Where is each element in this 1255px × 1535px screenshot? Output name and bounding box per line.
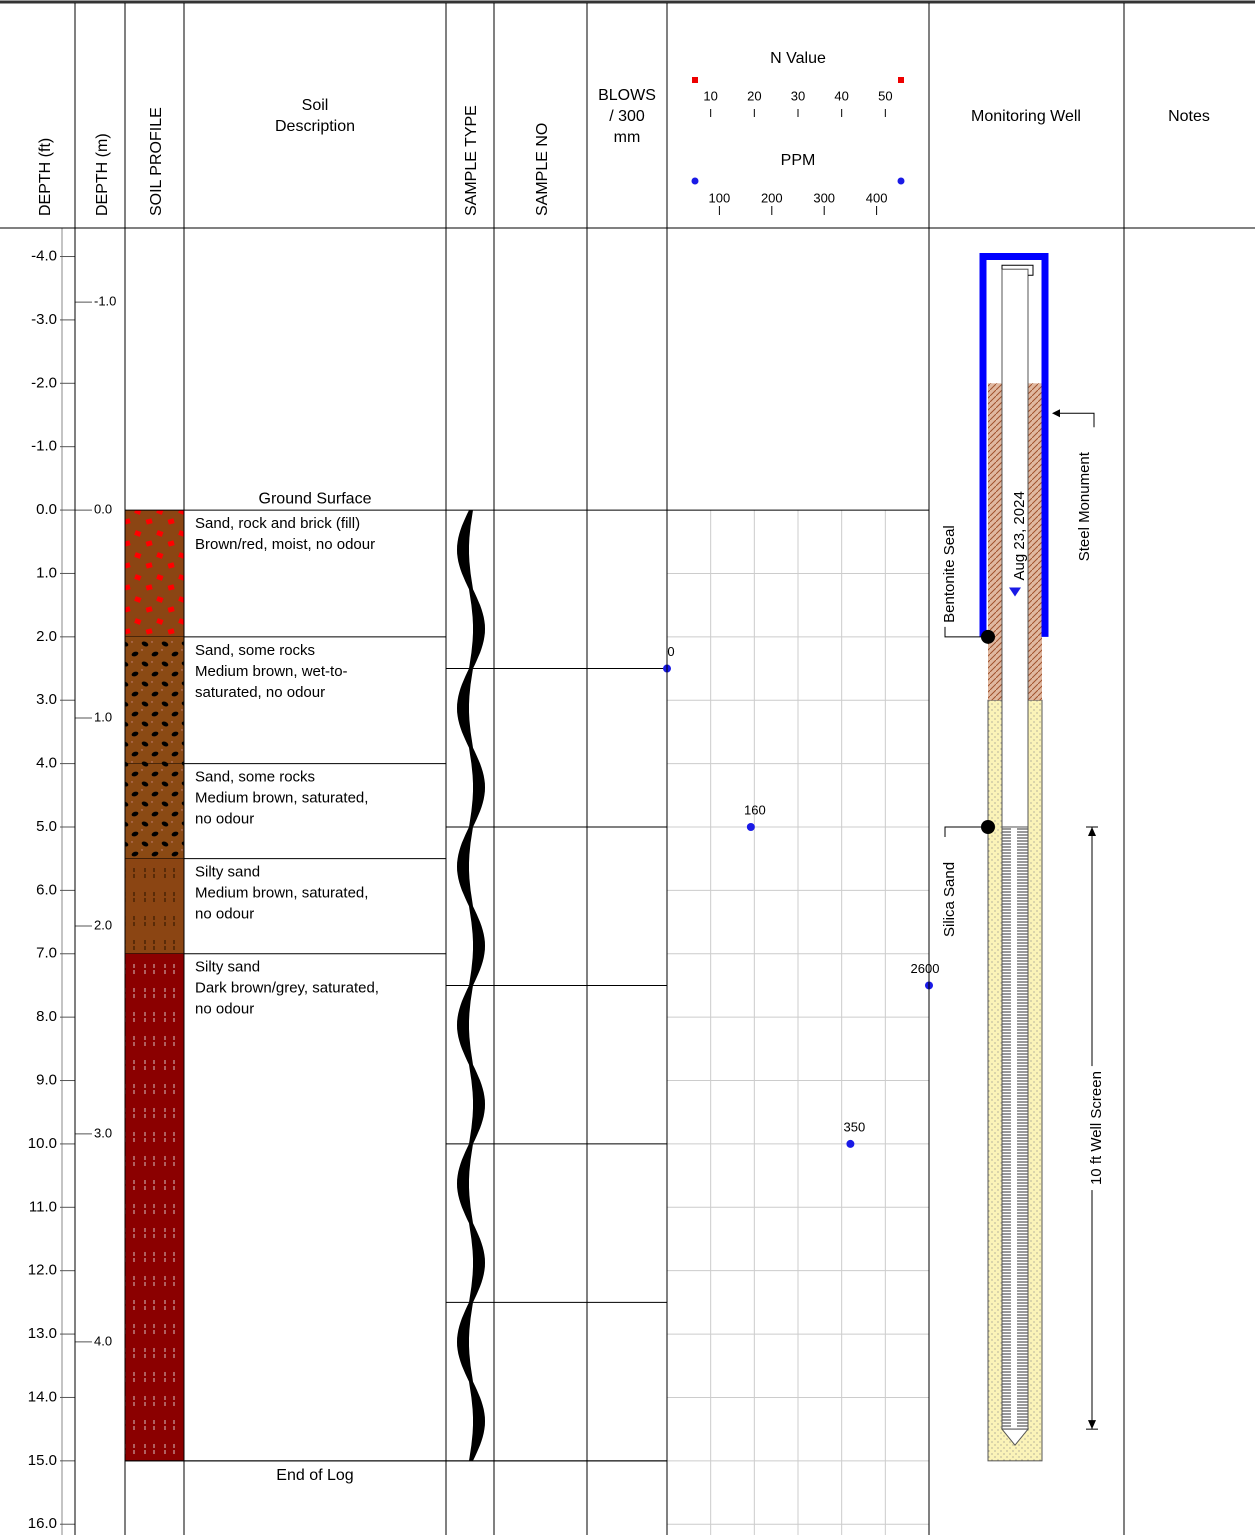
depth-ft-label: -1.0 [31,438,57,455]
ppm-label: 2600 [911,961,940,976]
depth-ft-label: 4.0 [36,755,57,772]
depth-ft-label: 10.0 [28,1135,57,1152]
depth-ft-label: 7.0 [36,945,57,962]
ppm-label: 160 [744,802,766,817]
depth-m-label: -1.0 [94,294,116,309]
depth-ft-label: 9.0 [36,1071,57,1088]
legend-marker [692,77,698,83]
dimension-arrow [1088,827,1096,836]
header: DEPTH (ft) DEPTH (m) SOIL PROFILE Soil D… [37,50,1210,216]
col-header: DEPTH (m) [94,133,111,216]
depth-ft-label: 2.0 [36,628,57,645]
soil-layer [125,764,184,859]
soil-layer [125,637,184,764]
soil-description: Brown/red, moist, no odour [195,536,375,553]
soil-description: no odour [195,906,254,923]
depth-ft-label: 6.0 [36,881,57,898]
soil-description: Dark brown/grey, saturated, [195,980,379,997]
end-of-log-label: End of Log [276,1467,353,1484]
n-tick-label: 10 [703,88,717,103]
legend-marker [898,178,905,185]
ppm-tick-label: 200 [761,190,783,205]
sample-symbol [457,669,485,828]
depth-ft-label: -4.0 [31,247,57,264]
depth-ft-label: 15.0 [28,1452,57,1469]
col-header: SAMPLE TYPE [463,105,480,216]
soil-description: no odour [195,1001,254,1018]
ppm-tick-label: 100 [709,190,731,205]
sample-symbol [457,827,485,986]
legend-marker [692,178,699,185]
depth-ft-label: -2.0 [31,374,57,391]
soil-description: saturated, no odour [195,684,325,701]
ppm-label: 0 [667,644,674,659]
legend-marker [898,77,904,83]
depth-m-label: 2.0 [94,917,112,932]
n-tick-label: 50 [878,88,892,103]
depth-ft-label: 14.0 [28,1388,57,1405]
soil-description: no odour [195,811,254,828]
depth-ft-label: 5.0 [36,818,57,835]
silica-label: Silica Sand [941,862,958,937]
axis-title: N Value [770,50,826,67]
n-tick-label: 30 [791,88,805,103]
soil-description: Sand, some rocks [195,769,315,786]
depth-m-label: 1.0 [94,709,112,724]
soil-description: Sand, rock and brick (fill) [195,515,360,532]
axis-title: PPM [781,152,816,169]
depth-ft-label: 12.0 [28,1262,57,1279]
depth-ft-label: 8.0 [36,1008,57,1025]
col-header: SAMPLE NO [534,123,551,216]
sample-symbol [457,986,485,1144]
col-header: mm [614,129,641,146]
depth-ft-label: 1.0 [36,564,57,581]
water-level-label: Aug 23, 2024 [1011,491,1028,580]
soil-layer [125,954,184,1461]
sample-symbol [457,510,485,668]
soil-description: Medium brown, saturated, [195,790,368,807]
well-screen [1002,827,1028,1429]
borehole-log: DEPTH (ft) DEPTH (m) SOIL PROFILE Soil D… [0,0,1255,1535]
ppm-point [747,823,755,831]
col-header: SOIL PROFILE [148,107,165,216]
soil-description: Silty sand [195,864,260,881]
col-header: BLOWS [598,87,656,104]
monument-label: Steel Monument [1076,451,1093,561]
depth-ft-label: -3.0 [31,311,57,328]
sample-symbol [457,1302,485,1460]
depth-ft-label: 3.0 [36,691,57,708]
bentonite-label: Bentonite Seal [941,525,958,623]
ground-surface-label: Ground Surface [259,490,372,507]
depth-m-label: 0.0 [94,502,112,517]
soil-description: Medium brown, saturated, [195,885,368,902]
depth-ft-label: 0.0 [36,501,57,518]
ppm-tick-label: 300 [813,190,835,205]
col-header: Soil [302,97,329,114]
screen-label: 10 ft Well Screen [1088,1071,1105,1185]
soil-layer [125,510,184,637]
col-header: / 300 [609,108,645,125]
ppm-tick-label: 400 [866,190,888,205]
depth-m-label: 3.0 [94,1125,112,1140]
soil-layer [125,859,184,954]
sample-symbol [457,1144,485,1303]
col-header: Description [275,118,355,135]
col-header: Monitoring Well [971,108,1081,125]
depth-ft-label: 16.0 [28,1515,57,1532]
ppm-point [846,1140,854,1148]
ppm-label: 350 [844,1119,866,1134]
depth-ft-label: 11.0 [29,1198,57,1215]
soil-description: Silty sand [195,959,260,976]
depth-m-label: 4.0 [94,1333,112,1348]
depth-ft-label: 13.0 [28,1325,57,1342]
dimension-arrow [1088,1420,1096,1429]
n-tick-label: 40 [834,88,848,103]
col-header: Notes [1168,108,1210,125]
soil-description: Medium brown, wet-to- [195,663,348,680]
n-tick-label: 20 [747,88,761,103]
callout-arrow [1052,409,1060,417]
soil-description: Sand, some rocks [195,642,315,659]
col-header: DEPTH (ft) [37,138,54,216]
